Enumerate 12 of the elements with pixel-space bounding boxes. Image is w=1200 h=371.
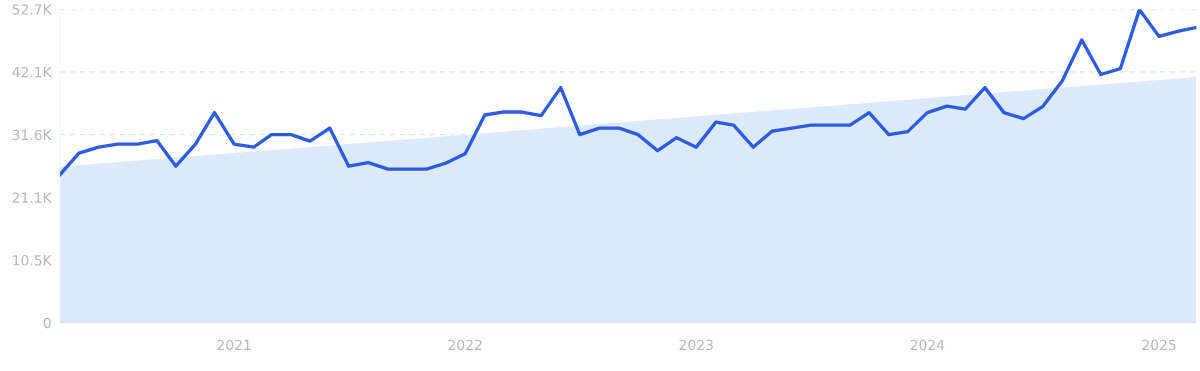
x-tick-label: 2021	[217, 339, 251, 351]
y-tick-label: 42.1K	[12, 66, 52, 78]
y-tick-label: 10.5K	[13, 255, 52, 266]
line-series	[60, 9, 1197, 177]
x-tick-label: 2023	[679, 339, 713, 351]
x-tick-label: 2022	[448, 339, 482, 351]
x-tick-label: 2025	[1142, 339, 1176, 351]
y-tick-label: 52.7K	[12, 4, 52, 15]
y-tick-label: 31.6K	[12, 129, 52, 141]
y-tick-label: 21.1K	[12, 192, 52, 203]
y-tick-label: 0	[43, 317, 51, 329]
x-tick-label: 2024	[910, 339, 945, 351]
